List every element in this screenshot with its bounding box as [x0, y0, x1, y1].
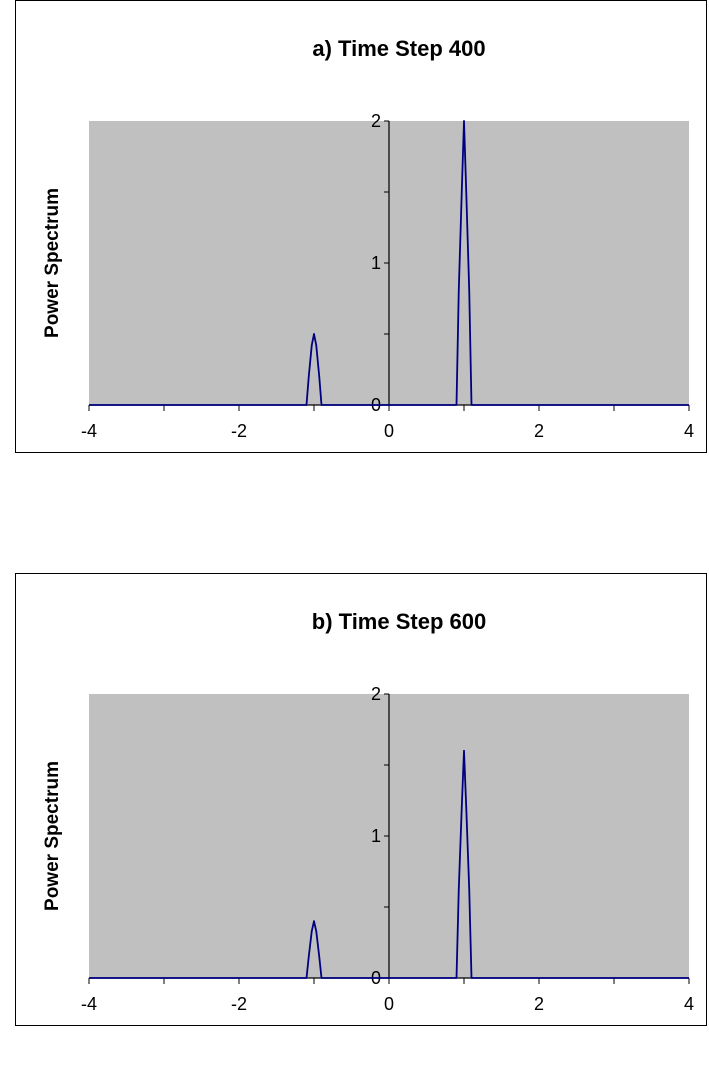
x-tick-label: 0 [384, 421, 394, 441]
y-tick-label: 1 [371, 253, 381, 273]
y-tick-label: 2 [371, 684, 381, 704]
data-point [315, 930, 318, 932]
data-point [307, 955, 310, 958]
y-axis-label: Power Spectrum [42, 761, 63, 911]
data-point [465, 806, 468, 809]
data-point [468, 889, 471, 891]
x-tick-label: 2 [534, 994, 544, 1014]
x-tick-label: -2 [231, 421, 247, 441]
data-point [468, 290, 471, 293]
data-point [310, 344, 313, 347]
x-tick-label: -2 [231, 994, 247, 1014]
data-point [457, 290, 460, 293]
data-point [313, 920, 315, 922]
data-point [315, 344, 318, 347]
x-tick-label: 2 [534, 421, 544, 441]
y-tick-label: 1 [371, 826, 381, 846]
x-tick-label: 0 [384, 994, 394, 1014]
data-point [457, 889, 460, 891]
y-tick-label: 2 [371, 111, 381, 131]
data-point [465, 191, 468, 193]
x-tick-label: -4 [81, 994, 97, 1014]
data-point [460, 806, 463, 809]
chart-title: a) Time Step 400 [312, 36, 485, 61]
series-line [89, 749, 689, 979]
data-point [310, 930, 313, 932]
data-point [307, 375, 310, 378]
chart-title: b) Time Step 600 [312, 609, 486, 634]
data-point [460, 191, 463, 193]
series-line [89, 120, 689, 406]
data-point [463, 120, 465, 122]
data-point [463, 750, 465, 752]
data-point [318, 375, 321, 378]
x-tick-label: 4 [684, 421, 694, 441]
x-tick-label: 4 [684, 994, 694, 1014]
data-point [318, 955, 321, 958]
x-tick-label: -4 [81, 421, 97, 441]
y-axis-label: Power Spectrum [42, 188, 63, 338]
data-point [313, 333, 315, 335]
